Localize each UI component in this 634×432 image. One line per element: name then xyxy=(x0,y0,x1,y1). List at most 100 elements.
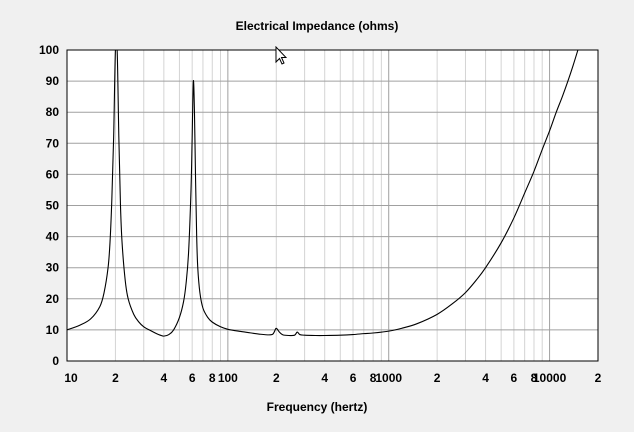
data-point xyxy=(294,335,295,336)
x-tick-label: 6 xyxy=(511,371,518,385)
x-axis-label: Frequency (hertz) xyxy=(267,400,368,414)
data-point xyxy=(533,171,534,172)
x-tick-label: 10000 xyxy=(533,371,567,385)
data-point xyxy=(352,334,353,335)
data-point xyxy=(125,280,126,281)
data-point xyxy=(227,329,228,330)
data-point xyxy=(111,199,112,200)
data-point xyxy=(373,332,374,333)
y-tick-label: 20 xyxy=(46,292,60,306)
data-point xyxy=(128,298,129,299)
x-tick-label: 2 xyxy=(595,371,602,385)
data-point xyxy=(207,317,208,318)
data-point xyxy=(118,136,119,137)
data-point xyxy=(121,242,122,243)
data-point xyxy=(199,292,200,293)
data-point xyxy=(282,334,283,335)
data-point xyxy=(163,336,164,337)
data-point xyxy=(107,267,108,268)
y-tick-label: 60 xyxy=(46,167,60,181)
data-point xyxy=(192,136,193,137)
data-point xyxy=(143,326,144,327)
x-tick-label: 6 xyxy=(189,371,196,385)
data-point xyxy=(188,252,189,253)
plot-border xyxy=(66,49,599,362)
data-point xyxy=(99,306,100,307)
data-point xyxy=(156,333,157,334)
data-point xyxy=(190,189,191,190)
data-point xyxy=(197,267,198,268)
data-point xyxy=(120,205,121,206)
x-tick-label: 4 xyxy=(161,371,168,385)
y-tick-label: 80 xyxy=(46,105,60,119)
data-point xyxy=(194,112,195,113)
data-point xyxy=(173,329,174,330)
data-point xyxy=(452,303,453,304)
x-tick-label: 4 xyxy=(321,371,328,385)
data-point xyxy=(501,242,502,243)
data-point xyxy=(268,334,269,335)
data-point xyxy=(196,236,197,237)
data-point xyxy=(150,330,151,331)
data-point xyxy=(542,149,543,150)
data-point xyxy=(183,301,184,302)
data-point xyxy=(202,308,203,309)
y-tick-label: 40 xyxy=(46,230,60,244)
data-point xyxy=(79,325,80,326)
data-point xyxy=(103,292,104,293)
data-point xyxy=(476,280,477,281)
x-tick-label: 8 xyxy=(209,371,216,385)
data-point xyxy=(297,331,298,332)
x-tick-label: 10 xyxy=(64,371,78,385)
data-point xyxy=(556,112,557,113)
data-point xyxy=(185,283,186,284)
x-tick-label: 100 xyxy=(218,371,238,385)
data-point xyxy=(274,331,275,332)
data-point xyxy=(193,81,194,82)
data-point xyxy=(179,317,180,318)
y-tick-label: 70 xyxy=(46,136,60,150)
data-point xyxy=(304,335,305,336)
data-point xyxy=(513,217,514,218)
data-point xyxy=(340,335,341,336)
chart-title: Electrical Impedance (ohms) xyxy=(236,19,399,33)
x-tick-label: 8 xyxy=(531,371,538,385)
data-point xyxy=(195,180,196,181)
y-tick-label: 30 xyxy=(46,261,60,275)
data-point xyxy=(363,333,364,334)
data-point xyxy=(572,65,573,66)
x-tick-label: 8 xyxy=(370,371,377,385)
y-tick-label: 90 xyxy=(46,74,60,88)
data-point xyxy=(465,292,466,293)
mouse-pointer-icon xyxy=(275,46,287,65)
data-point xyxy=(260,334,261,335)
data-point xyxy=(324,335,325,336)
data-point xyxy=(524,192,525,193)
impedance-curve xyxy=(66,49,579,337)
x-tick-label: 1000 xyxy=(375,371,402,385)
data-point xyxy=(276,328,277,329)
x-tick-label: 6 xyxy=(350,371,357,385)
data-point xyxy=(272,334,273,335)
data-point xyxy=(315,335,316,336)
data-point xyxy=(288,335,289,336)
data-point xyxy=(279,332,280,333)
data-point xyxy=(240,331,241,332)
x-tick-label: 4 xyxy=(482,371,489,385)
data-point xyxy=(113,136,114,137)
data-point xyxy=(549,130,550,131)
data-point xyxy=(567,81,568,82)
data-point xyxy=(485,267,486,268)
major-gridlines xyxy=(67,50,598,361)
data-point xyxy=(133,314,134,315)
data-point xyxy=(416,323,417,324)
data-point xyxy=(160,335,161,336)
data-point xyxy=(437,314,438,315)
y-tick-label: 100 xyxy=(39,43,59,57)
data-point xyxy=(212,322,213,323)
y-tick-label: 50 xyxy=(46,199,60,213)
x-tick-label: 2 xyxy=(434,371,441,385)
